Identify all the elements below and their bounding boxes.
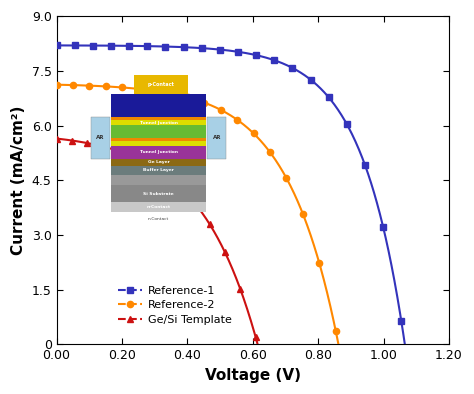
Y-axis label: Current (mA/cm²): Current (mA/cm²) [11,106,26,255]
Legend: Reference-1, Reference-2, Ge/Si Template: Reference-1, Reference-2, Ge/Si Template [113,281,236,329]
X-axis label: Voltage (V): Voltage (V) [205,368,301,383]
